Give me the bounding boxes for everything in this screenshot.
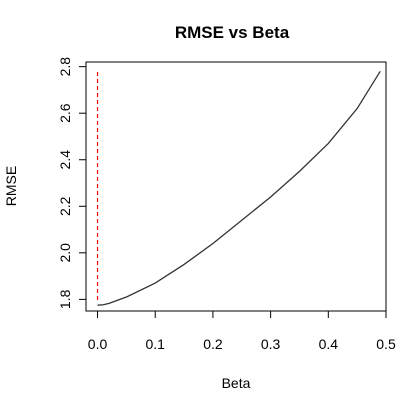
x-axis-label: Beta xyxy=(222,375,251,391)
x-tick-label: 0.3 xyxy=(261,336,281,352)
series-line xyxy=(97,70,381,306)
y-axis-label: RMSE xyxy=(3,166,19,206)
series-group xyxy=(97,70,381,306)
x-tick-label: 0.0 xyxy=(88,336,108,352)
x-tick-label: 0.2 xyxy=(203,336,223,352)
y-tick-label: 2.0 xyxy=(57,243,73,263)
y-tick-label: 2.4 xyxy=(57,150,73,170)
y-tick-label: 2.6 xyxy=(57,103,73,123)
chart-title: RMSE vs Beta xyxy=(175,23,290,42)
y-axis: 1.8 2.0 2.2 2.4 2.6 2.8 xyxy=(57,57,87,309)
plot-frame xyxy=(85,61,387,312)
x-axis: 0.0 0.1 0.2 0.3 0.4 0.5 xyxy=(88,310,396,352)
x-tick-label: 0.5 xyxy=(376,336,396,352)
y-tick-label: 1.8 xyxy=(57,289,73,309)
x-tick-label: 0.4 xyxy=(319,336,339,352)
x-tick-label: 0.1 xyxy=(145,336,165,352)
y-tick-label: 2.2 xyxy=(57,196,73,216)
y-tick-label: 2.8 xyxy=(57,57,73,77)
